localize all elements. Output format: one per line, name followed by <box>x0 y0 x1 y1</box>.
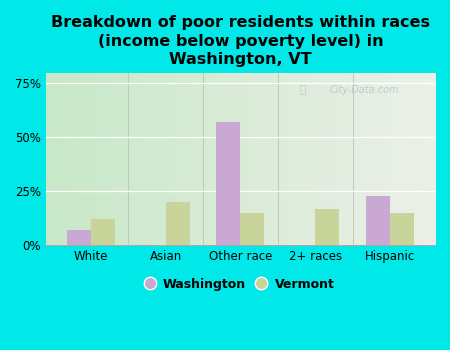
Legend: Washington, Vermont: Washington, Vermont <box>143 274 338 294</box>
Bar <box>390 213 414 245</box>
Bar <box>166 202 189 245</box>
Text: City-Data.com: City-Data.com <box>330 85 400 95</box>
Title: Breakdown of poor residents within races
(income below poverty level) in
Washing: Breakdown of poor residents within races… <box>51 15 430 67</box>
Bar <box>67 230 91 245</box>
Bar <box>216 122 240 245</box>
Bar <box>315 209 339 245</box>
Bar <box>366 196 390 245</box>
Bar <box>91 219 115 245</box>
Text: ⓘ: ⓘ <box>299 85 306 95</box>
Bar <box>240 213 265 245</box>
